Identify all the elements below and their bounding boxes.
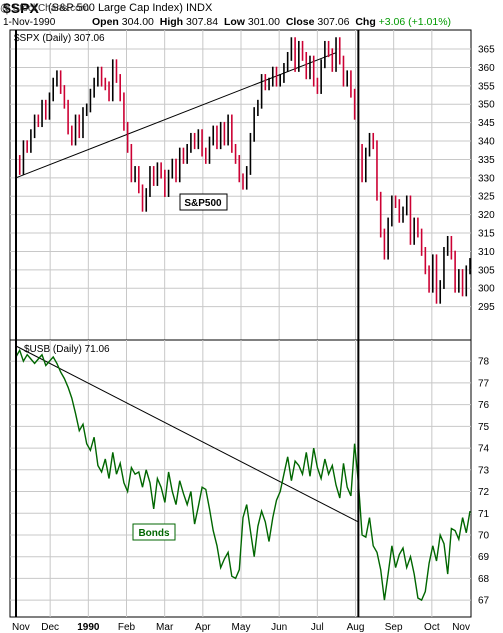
quote-date: 1-Nov-1990: [3, 17, 56, 28]
usb-y-tick-labels: 67 68 69 70 71 72 73 74 75 76 77 78: [478, 357, 490, 607]
usb-x-tick-label: Apr: [195, 622, 211, 633]
spx-annotation-label: S&P500: [184, 198, 222, 209]
spx-y-tick-label: 300: [478, 284, 495, 295]
usb-y-tick-label: 76: [478, 400, 490, 411]
spx-y-tick-labels: 295 300 305 310 315 320 325 330 335 340 345 350 355 3…: [478, 45, 495, 314]
usb-y-tick-label: 74: [478, 444, 490, 455]
spx-y-tick-label: 335: [478, 155, 495, 166]
spx-panel-title: $SPX (Daily) 307.06: [14, 33, 105, 44]
spx-y-tick-label: 345: [478, 118, 495, 129]
usb-y-tick-label: 69: [478, 552, 490, 563]
usb-x-tick-label: Mar: [156, 622, 174, 633]
usb-y-tick-label: 75: [478, 422, 490, 433]
usb-x-tick-label: Nov: [452, 622, 470, 633]
spx-y-tick-label: 350: [478, 100, 495, 111]
usb-y-tick-label: 68: [478, 574, 490, 585]
usb-gridlines: [10, 340, 471, 617]
spx-trendline: [15, 52, 337, 179]
usb-x-tick-label: Jun: [271, 622, 287, 633]
spx-y-tick-label: 330: [478, 173, 495, 184]
spx-y-tick-label: 315: [478, 229, 495, 240]
spx-annotation-box: [179, 193, 228, 211]
close-value: 307.06: [317, 16, 350, 28]
usb-x-tick-label: Feb: [118, 622, 136, 633]
usb-x-tick-label: Dec: [41, 622, 59, 633]
low-value: 301.00: [247, 16, 280, 28]
spx-y-tick-label: 305: [478, 265, 495, 276]
spx-gridlines: [10, 30, 471, 340]
usb-y-tick-label: 78: [478, 357, 490, 368]
vertical-markers: [15, 30, 360, 617]
usb-y-tick-label: 70: [478, 530, 490, 541]
index-full-name: (S&P 500 Large Cap Index) INDX: [48, 2, 213, 14]
usb-annotation-label: Bonds: [138, 528, 170, 539]
usb-panel-title: $USB (Daily) 71.06: [24, 344, 110, 355]
high-label: High: [159, 16, 184, 28]
usb-y-tick-label: 72: [478, 487, 490, 498]
spx-y-tick-label: 360: [478, 63, 495, 74]
usb-panel: 67 68 69 70 71 72 73 74 75 76 77 78 $USB (Daily) 71…: [9, 339, 490, 633]
usb-x-tick-label: Nov: [12, 622, 30, 633]
usb-x-tick-labels: Nov Dec 1990 Feb Mar Apr May Jun Jul Aug Sep Oct Nov: [12, 622, 470, 633]
usb-y-tick-label: 71: [478, 509, 490, 520]
spx-price-series: [15, 37, 471, 304]
spx-y-tick-label: 355: [478, 81, 495, 92]
high-value: 307.84: [185, 16, 219, 28]
usb-y-tick-label: 67: [478, 596, 490, 607]
usb-x-tick-label: Oct: [424, 622, 440, 633]
spx-y-tick-label: 365: [478, 45, 495, 56]
chg-value: +3.06 (+1.01%): [378, 16, 452, 28]
spx-y-tick-label: 310: [478, 247, 495, 258]
low-label: Low: [223, 16, 245, 28]
spx-y-tick-label: 325: [478, 192, 495, 203]
usb-trendline: [15, 345, 359, 523]
usb-x-tick-label: Jul: [311, 622, 324, 633]
open-label: Open: [92, 16, 119, 28]
spx-y-tick-label: 340: [478, 137, 495, 148]
spx-y-tick-label: 295: [478, 302, 495, 313]
ohlc-readout: Open 304.00 High 307.84 Low 301.00 Close…: [92, 16, 451, 28]
usb-x-tick-label: May: [232, 622, 251, 633]
ticker-symbol: $SPX: [3, 0, 39, 16]
usb-y-tick-label: 77: [478, 378, 490, 389]
copyright-notice: @ StockCharts.com: [0, 3, 90, 14]
usb-price-line: [15, 348, 471, 602]
open-value: 304.00: [121, 16, 154, 28]
spx-y-tick-label: 320: [478, 210, 495, 221]
chg-label: Chg: [355, 16, 376, 28]
usb-x-tick-label: Aug: [347, 622, 365, 633]
usb-y-tick-label: 73: [478, 465, 490, 476]
close-label: Close: [285, 16, 315, 28]
usb-x-tick-label: 1990: [77, 622, 100, 633]
usb-x-tick-label: Sep: [385, 622, 403, 633]
usb-annotation-box: [132, 523, 176, 541]
spx-panel: 295 300 305 310 315 320 325 330 335 340 345 350 355 3…: [9, 29, 495, 355]
